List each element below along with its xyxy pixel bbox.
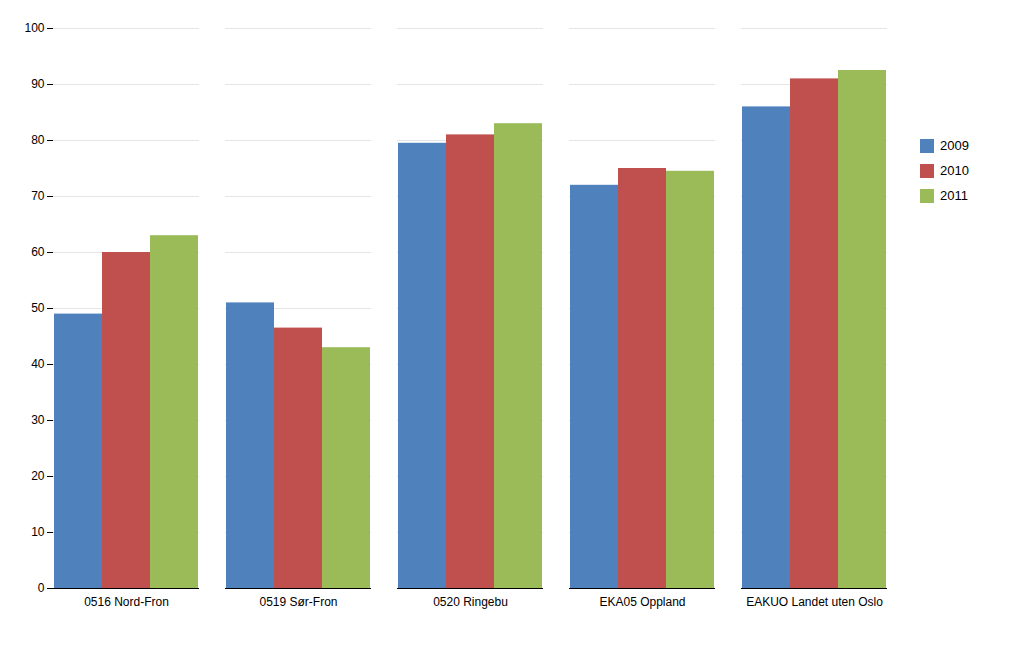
svg-text:80: 80	[31, 133, 45, 147]
svg-text:90: 90	[31, 77, 45, 91]
svg-text:50: 50	[31, 301, 45, 315]
svg-text:0516 Nord-Fron: 0516 Nord-Fron	[84, 595, 169, 609]
svg-text:EKA05 Oppland: EKA05 Oppland	[599, 595, 685, 609]
svg-text:70: 70	[31, 189, 45, 203]
html-text:2010: 2010	[940, 163, 969, 178]
svg-text:60: 60	[31, 245, 45, 259]
svg-text:0519 Sør-Fron: 0519 Sør-Fron	[259, 595, 337, 609]
svg-text:20: 20	[31, 469, 45, 483]
svg-text:30: 30	[31, 413, 45, 427]
svg-text:0: 0	[38, 581, 45, 595]
svg-text:100: 100	[24, 21, 44, 35]
html-text:2009: 2009	[940, 138, 969, 153]
svg-text:40: 40	[31, 357, 45, 371]
svg-text:0520 Ringebu: 0520 Ringebu	[433, 595, 508, 609]
svg-text:EAKUO Landet uten Oslo: EAKUO Landet uten Oslo	[746, 595, 883, 609]
html-text:2011: 2011	[940, 188, 968, 203]
svg-text:10: 10	[31, 525, 45, 539]
